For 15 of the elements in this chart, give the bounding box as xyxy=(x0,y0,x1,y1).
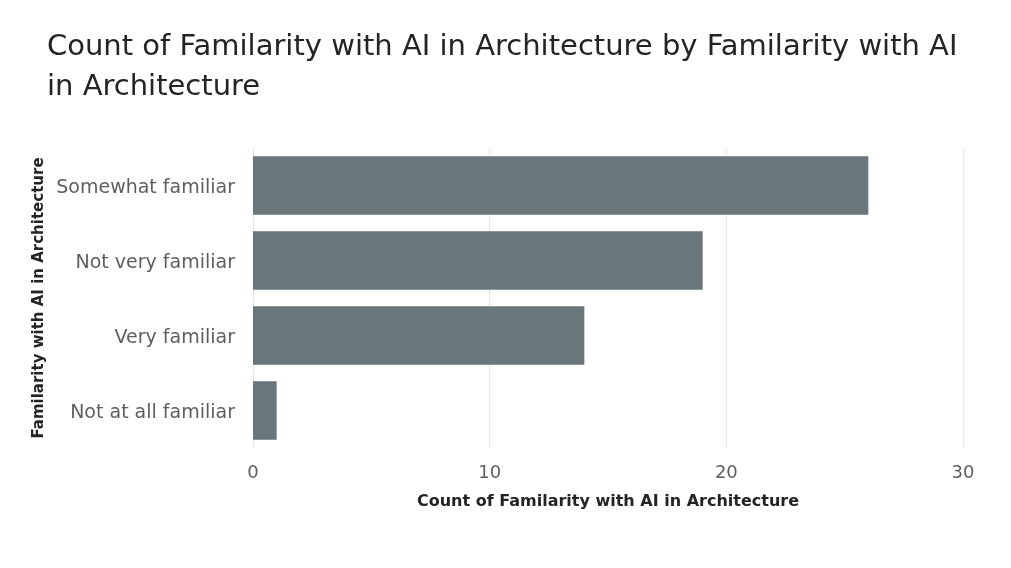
x-tick-label: 30 xyxy=(951,460,975,482)
x-tick-label: 0 xyxy=(247,460,259,482)
chart-title: Count of Familarity with AI in Architecture by Familarity with AI in Architecture xyxy=(47,28,967,102)
bar xyxy=(253,306,585,365)
bar xyxy=(253,231,703,290)
y-tick-label: Not at all familiar xyxy=(70,399,236,422)
y-tick-label: Not very familiar xyxy=(75,249,236,272)
y-axis-title: Familarity with AI in Architecture xyxy=(28,157,47,439)
x-axis-title: Count of Familarity with AI in Architecture xyxy=(416,490,800,510)
bar xyxy=(253,156,869,215)
x-tick-label: 10 xyxy=(478,460,502,482)
y-tick-label: Very familiar xyxy=(114,324,236,347)
y-tick-label: Somewhat familiar xyxy=(56,174,236,197)
x-tick-label: 20 xyxy=(714,460,738,482)
bar xyxy=(253,381,277,440)
